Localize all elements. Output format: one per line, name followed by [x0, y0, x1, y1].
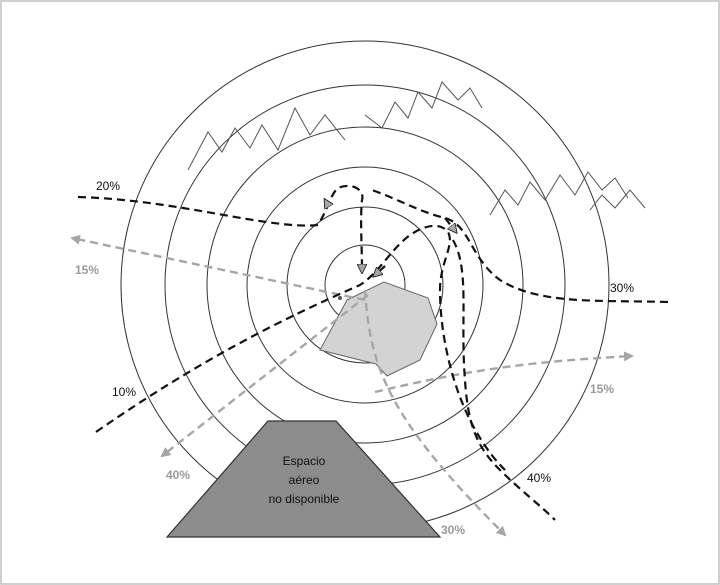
label-30: 30%: [610, 281, 634, 295]
label-40-grey: 40%: [166, 468, 190, 482]
dark-route-10: [95, 224, 506, 471]
label-20: 20%: [96, 179, 120, 193]
label-40-dark: 40%: [527, 471, 551, 485]
restricted-zone-line-2: aéreo: [289, 473, 320, 487]
grey-route-30: [363, 289, 507, 537]
mountain-range-right: [489, 171, 629, 216]
dark-route-30: [371, 188, 669, 304]
grey-route-15-left: [70, 234, 366, 302]
grey-route-15-right: [374, 351, 634, 394]
restricted-zone-line-3: no disponible: [269, 492, 340, 506]
restricted-zone-line-1: Espacio: [283, 454, 326, 468]
dark-route-20-branch: [325, 200, 328, 205]
grey-routes: [70, 234, 634, 537]
label-30-grey: 30%: [441, 523, 465, 537]
dark-routes: [77, 184, 669, 521]
grey-route-40: [160, 294, 369, 458]
dark-route-10-arrow: [374, 265, 386, 276]
ring-2: [286, 206, 444, 364]
restricted-zone: [165, 420, 442, 538]
center-dot: [338, 296, 342, 300]
ring-3: [246, 166, 484, 404]
label-15-left: 15%: [75, 263, 99, 277]
ring-4: [206, 126, 524, 444]
mountains-icon: [187, 81, 646, 216]
airport-area-icon: [319, 281, 438, 377]
dark-route-30-arrow: [444, 217, 456, 232]
label-15-right: 15%: [590, 382, 614, 396]
label-10: 10%: [112, 385, 136, 399]
mountain-range-top: [364, 81, 483, 129]
mountain-range-right-2: [589, 189, 646, 211]
dark-route-20: [77, 184, 362, 272]
mountain-range-left: [187, 106, 346, 171]
